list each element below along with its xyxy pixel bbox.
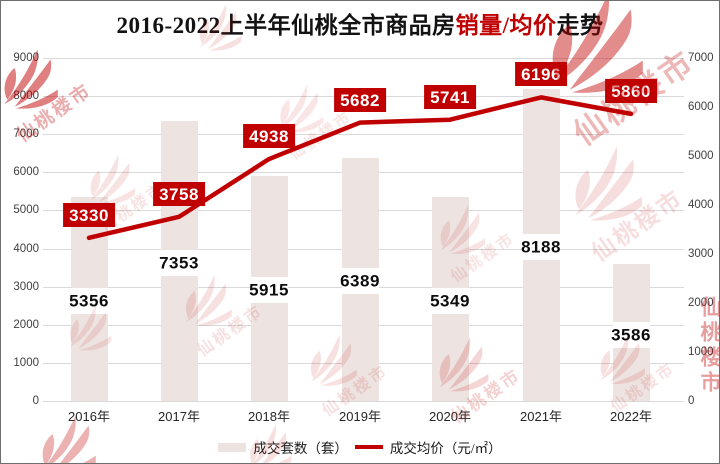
bar-value-label: 3586: [611, 325, 651, 345]
legend-line-swatch-icon: [354, 445, 383, 449]
gridline: [43, 401, 684, 402]
bar-value-label: 5915: [249, 280, 289, 300]
right-axis-tick-label: 0: [688, 395, 695, 407]
line-point-label: 4938: [243, 124, 295, 149]
chart-title-part2: 走势: [556, 13, 604, 38]
left-axis-tick-label: 6000: [13, 166, 39, 179]
legend-line-label: 成交均价（元/㎡）: [389, 441, 502, 456]
legend: 成交套数（套） 成交均价（元/㎡）: [1, 437, 719, 457]
x-axis-label: 2019年: [339, 409, 381, 424]
right-axis-tick-label: 7000: [688, 52, 714, 64]
bar-label-band: [250, 277, 288, 304]
bar-label-band: [70, 287, 108, 314]
bar-label-band: [612, 321, 650, 348]
left-axis-tick-label: 2000: [13, 318, 39, 331]
bar-value-label: 7353: [159, 253, 199, 273]
x-axis-label: 2022年: [610, 409, 652, 424]
left-axis-tick-label: 0: [32, 395, 39, 407]
bar-value-label: 6389: [340, 271, 380, 291]
left-axis-tick-label: 1000: [13, 356, 39, 369]
bar-label-band: [522, 233, 560, 260]
bar-label-band: [341, 268, 379, 295]
chart-title: 2016-2022上半年仙桃全市商品房销量/均价走势: [1, 6, 719, 40]
legend-bar-label: 成交套数（套）: [253, 441, 348, 456]
chart-title-highlight: 销量/均价: [455, 13, 557, 38]
x-axis-label: 2021年: [520, 409, 562, 424]
left-axis-tick-label: 4000: [13, 242, 39, 255]
left-axis-tick-label: 5000: [13, 204, 39, 217]
chart-title-part1: 2016-2022上半年仙桃全市商品房: [116, 13, 456, 38]
price-line-path: [86, 95, 634, 241]
bar-value-label: 8188: [521, 237, 561, 257]
line-point-label: 3330: [63, 202, 115, 227]
line-point-label: 5682: [334, 87, 386, 112]
right-axis-tick-label: 3000: [688, 248, 714, 260]
legend-bar-swatch-icon: [218, 442, 247, 452]
bar-label-band: [431, 288, 469, 315]
bar-label-band: [160, 249, 198, 276]
right-axis-tick-label: 5000: [688, 150, 714, 162]
x-axis-label: 2020年: [429, 409, 471, 424]
gridline: [43, 58, 684, 59]
line-point-label: 5860: [605, 78, 657, 103]
x-axis-label: 2018年: [248, 409, 290, 424]
right-axis-tick-label: 6000: [688, 101, 714, 113]
x-axis-label: 2017年: [158, 409, 200, 424]
right-axis-tick-label: 2000: [688, 297, 714, 309]
right-axis-tick-label: 1000: [688, 346, 714, 358]
gridline: [43, 134, 684, 136]
bar-value-label: 5356: [69, 291, 109, 311]
left-axis-tick-label: 7000: [13, 128, 39, 141]
line-point-label: 6196: [515, 62, 567, 87]
right-axis-tick-label: 4000: [688, 199, 714, 211]
x-axis-label: 2016年: [68, 409, 110, 424]
line-point-label: 5741: [424, 84, 476, 109]
line-point-label: 3758: [153, 181, 205, 206]
left-axis-tick-label: 3000: [13, 280, 39, 293]
bar-value-label: 5349: [430, 291, 470, 311]
